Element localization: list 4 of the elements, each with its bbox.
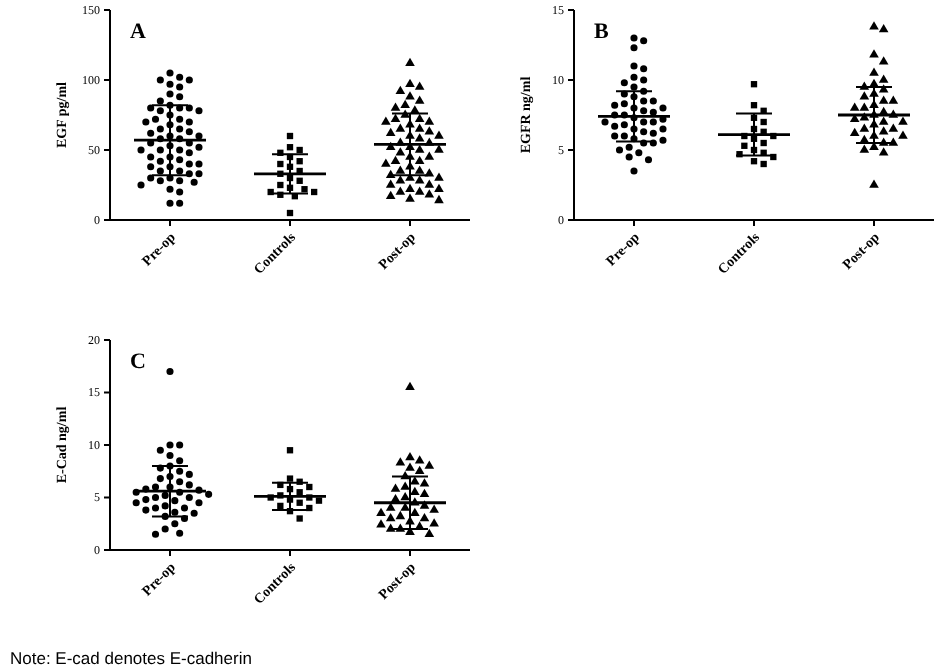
chart-title: C	[130, 350, 146, 374]
chart-title: A	[130, 20, 146, 44]
text: Note: E-cad denotes E-cadherin	[10, 648, 253, 668]
chart-title: B	[594, 20, 610, 44]
